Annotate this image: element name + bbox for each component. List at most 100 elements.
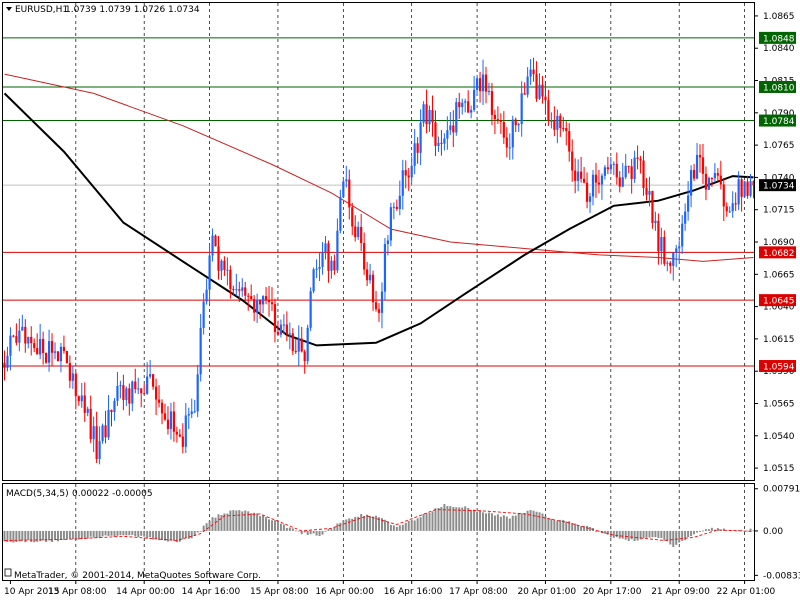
macd-histogram-bar <box>707 529 710 531</box>
macd-histogram-bar <box>6 530 9 542</box>
candle-body <box>660 237 663 252</box>
macd-histogram-bar <box>464 506 467 531</box>
macd-histogram-bar <box>190 530 193 539</box>
candle-body <box>627 165 630 167</box>
macd-histogram-bar <box>443 504 446 531</box>
candle-body <box>122 385 125 400</box>
candle-body <box>125 388 128 400</box>
macd-histogram-bar <box>276 522 279 531</box>
macd-histogram-bar <box>562 519 565 531</box>
candle-body <box>487 91 491 93</box>
macd-histogram-bar <box>309 530 312 535</box>
macd-histogram-bar <box>440 507 443 531</box>
macd-histogram-bar <box>696 530 699 533</box>
macd-histogram-bar <box>553 520 556 531</box>
candle-body <box>74 373 77 397</box>
candle-body <box>187 414 190 416</box>
candle-body <box>113 400 116 413</box>
macd-histogram-bar <box>51 530 54 542</box>
macd-histogram-bar <box>324 530 327 532</box>
macd-histogram-bar <box>532 510 535 531</box>
macd-histogram-bar <box>538 512 541 531</box>
candle-body <box>416 143 419 153</box>
candle-body <box>443 138 446 144</box>
macd-histogram-bar <box>523 512 526 531</box>
candle-body <box>562 128 565 130</box>
macd-histogram-bar <box>270 520 273 531</box>
candle-body <box>336 230 339 271</box>
macd-label: MACD(5,34,5) <box>6 489 69 499</box>
candle-body <box>354 226 357 238</box>
candle-body <box>752 181 755 186</box>
time-tick-label: 21 Apr 09:00 <box>651 587 710 597</box>
candle-body <box>68 362 71 381</box>
macd-histogram-bar <box>731 530 734 532</box>
candle-body <box>256 299 259 313</box>
macd-histogram-bar <box>618 530 621 539</box>
candle-body <box>214 235 217 247</box>
candle-body <box>684 211 687 224</box>
macd-histogram-bar <box>336 523 339 531</box>
macd-histogram-bar <box>110 530 113 536</box>
macd-histogram-bar <box>211 517 214 531</box>
macd-histogram-bar <box>262 515 265 531</box>
macd-histogram-bar <box>92 530 95 538</box>
candle-body <box>461 102 464 108</box>
candle-body <box>44 352 48 363</box>
macd-histogram-bar <box>422 513 425 531</box>
macd-histogram-bar <box>449 506 452 531</box>
macd-histogram-bar <box>42 530 45 541</box>
macd-histogram-bar <box>749 528 752 531</box>
macd-histogram-bar <box>392 525 395 531</box>
candle-body <box>639 158 642 161</box>
candle-body <box>282 324 285 326</box>
candle-body <box>276 332 280 335</box>
candle-body <box>431 109 434 123</box>
time-tick-label: 16 Apr 00:00 <box>315 587 374 597</box>
metatrader-logo-icon <box>4 568 12 577</box>
macd-histogram-bar <box>360 514 363 531</box>
macd-histogram-bar <box>217 514 220 531</box>
candle-body <box>235 289 238 291</box>
candle-body <box>30 336 33 344</box>
macd-histogram-bar <box>693 530 696 535</box>
candle-body <box>157 399 161 403</box>
candle-body <box>725 206 728 212</box>
macd-histogram-bar <box>612 530 615 538</box>
macd-histogram-bar <box>485 513 488 531</box>
candle-body <box>300 338 303 352</box>
candle-body <box>401 170 404 196</box>
candle-body <box>6 355 9 368</box>
candle-body <box>493 114 497 120</box>
macd-histogram-bar <box>597 530 600 532</box>
resistance-price-label: 1.0848 <box>763 34 795 44</box>
macd-histogram-bar <box>282 524 285 531</box>
candle-body <box>514 119 517 126</box>
candle-body <box>15 336 18 343</box>
candle-body <box>511 119 514 148</box>
collapse-icon[interactable] <box>6 7 12 11</box>
candle-body <box>175 431 178 435</box>
macd-histogram-bar <box>716 528 719 531</box>
candle-body <box>270 302 274 305</box>
time-tick-label: 20 Apr 01:00 <box>517 587 576 597</box>
macd-histogram-bar <box>238 510 241 531</box>
macd-histogram-bar <box>369 516 372 531</box>
candle-body <box>27 336 30 344</box>
macd-histogram-bar <box>550 518 553 531</box>
support-price-tag <box>759 360 796 373</box>
macd-histogram-bar <box>452 507 455 531</box>
candle-body <box>535 74 538 99</box>
macd-histogram-bar <box>351 518 354 531</box>
slow-moving-average-line <box>4 73 754 262</box>
support-price-tag <box>759 294 796 307</box>
price-plot-frame <box>2 2 755 481</box>
macd-histogram-bar <box>265 517 268 531</box>
macd-histogram-bar <box>568 521 571 531</box>
macd-histogram-bar <box>378 517 380 531</box>
price-axis: 1.08651.08401.08151.07901.07651.07401.07… <box>755 12 800 581</box>
candle-body <box>701 157 705 174</box>
macd-histogram-bar <box>24 530 27 543</box>
